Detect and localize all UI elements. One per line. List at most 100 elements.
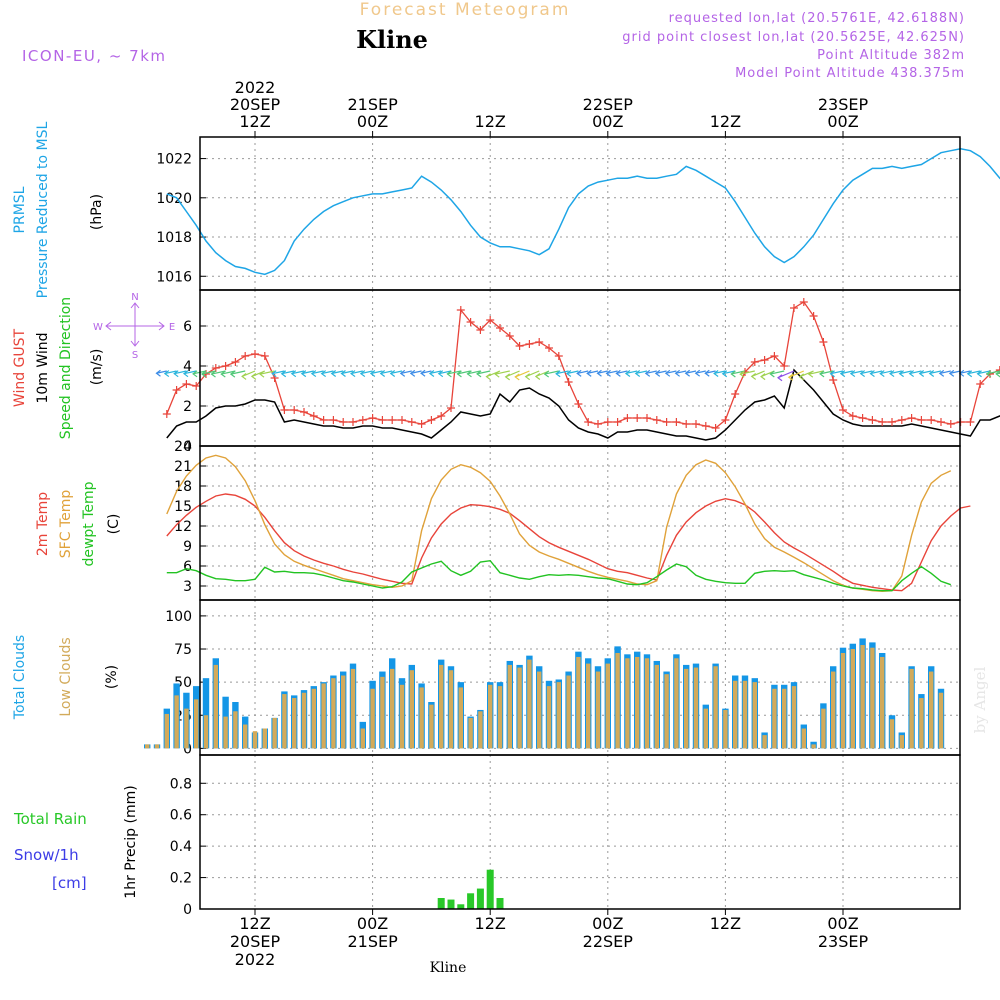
gust-marker	[398, 416, 406, 424]
wind-direction-arrowhead	[576, 369, 582, 377]
low-cloud-bar	[674, 658, 679, 749]
p2-label-a: Wind GUST	[12, 328, 28, 407]
wind-direction-arrowhead	[684, 369, 691, 377]
compass-arrows-icon	[105, 302, 165, 347]
bottom-time-label: 21SEP	[347, 932, 398, 951]
p3-label-b: SFC Temp	[58, 490, 74, 559]
gust-marker	[662, 418, 671, 426]
low-cloud-bar	[203, 715, 209, 749]
chart-title: Forecast Meteogram	[360, 0, 571, 20]
wind-direction-arrowhead	[446, 370, 452, 378]
wind-direction-arrowhead	[250, 372, 257, 380]
y-tick-label: 0.2	[170, 871, 192, 887]
bottom-time-label: 22SEP	[583, 932, 634, 951]
y-tick-label: 0	[183, 741, 192, 757]
wind-direction-arrowhead	[644, 369, 651, 377]
gust-marker	[613, 418, 622, 426]
wind-direction-arrow	[556, 370, 569, 375]
p4-label-b: Low Clouds	[58, 637, 74, 716]
p3-label-a: 2m Temp	[35, 492, 51, 556]
wind-direction-arrowhead	[624, 369, 631, 377]
gust-marker	[946, 420, 955, 428]
wind-direction-arrowhead	[524, 373, 531, 381]
wind-direction-arrowhead	[369, 370, 376, 377]
low-cloud-bar	[929, 671, 934, 749]
wind-direction-arrow	[360, 370, 373, 375]
low-cloud-bar	[439, 664, 444, 749]
wind-direction-arrow	[655, 370, 667, 374]
low-cloud-bar	[311, 688, 316, 749]
gust-marker	[329, 416, 338, 424]
wind-direction-arrowhead	[359, 370, 366, 378]
wind-direction-arrowhead	[379, 370, 386, 377]
model-point-altitude: Model Point Altitude 438.375m	[735, 66, 965, 81]
wind-direction-arrow	[949, 370, 961, 374]
rain-bar	[437, 898, 445, 909]
low-cloud-bar	[478, 711, 483, 749]
wind-direction-arrowhead	[420, 369, 426, 377]
p1-label-b: Pressure Reduced to MSL	[35, 121, 51, 298]
gust-marker	[339, 418, 348, 426]
gust-marker	[535, 338, 544, 346]
wind-direction-arrow	[272, 370, 285, 375]
wind-direction-arrowhead	[849, 370, 856, 378]
gust-marker	[417, 420, 426, 428]
wind-direction-arrowhead	[155, 369, 161, 377]
compass-n: N	[131, 292, 138, 303]
gust-marker	[290, 406, 299, 414]
wind-direction-arrowhead	[437, 370, 444, 378]
low-cloud-bar	[331, 678, 336, 749]
wind-direction-arrow	[174, 370, 187, 375]
low-cloud-bar	[321, 683, 326, 749]
wind-direction-arrowhead	[466, 370, 472, 378]
gust-marker	[976, 380, 985, 388]
gust-marker	[456, 306, 465, 314]
wind-direction-arrowhead	[330, 370, 337, 377]
wind-direction-arrowhead	[476, 370, 482, 378]
gust-marker	[966, 418, 975, 426]
gust-marker	[221, 362, 230, 370]
low-cloud-bar	[801, 728, 806, 749]
gust-marker	[525, 340, 534, 348]
y-tick-label: 0.6	[170, 808, 192, 824]
wind-direction-arrow	[429, 370, 442, 375]
wind-direction-arrow	[476, 370, 491, 375]
wind-direction-arrow	[544, 370, 559, 375]
wind-direction-arrow	[959, 370, 971, 374]
low-cloud-bar	[341, 675, 346, 749]
low-cloud-bar	[448, 670, 454, 749]
gust-marker	[349, 418, 357, 426]
y-tick-label: 6	[183, 319, 192, 335]
wind-direction-arrow	[722, 370, 736, 375]
wind-direction-arrow	[390, 370, 403, 375]
low-cloud-bar	[429, 704, 434, 749]
gust-marker	[505, 332, 514, 340]
gust-marker	[839, 406, 847, 414]
wind-direction-arrowhead	[674, 369, 680, 377]
low-cloud-bar	[262, 728, 267, 749]
wind-direction-arrowhead	[494, 370, 500, 378]
p4-unit: (%)	[104, 665, 120, 689]
wind-direction-arrow	[211, 370, 226, 375]
low-cloud-bar	[586, 663, 591, 749]
temp-2m-line	[166, 493, 971, 592]
gust-marker	[711, 424, 720, 432]
gust-marker	[309, 412, 318, 420]
wind-direction-arrow	[183, 370, 197, 375]
wind-direction-arrowhead	[534, 373, 541, 380]
gust-marker	[878, 418, 887, 426]
wind-direction-arrowhead	[504, 373, 511, 381]
low-cloud-bar	[370, 688, 375, 749]
wind-direction-arrow	[331, 370, 344, 375]
panel-bg	[200, 137, 960, 290]
wind-direction-arrowhead	[769, 370, 775, 378]
wind-direction-arrowhead	[634, 369, 641, 377]
y-tick-label: 3	[183, 579, 192, 595]
wind-direction-arrowhead	[280, 370, 287, 378]
low-cloud-bar	[419, 687, 424, 749]
wind-direction-arrow	[420, 370, 432, 374]
wind-direction-arrowhead	[819, 370, 825, 378]
gust-marker	[897, 416, 906, 424]
gust-marker	[447, 404, 455, 412]
gust-marker	[192, 382, 201, 390]
